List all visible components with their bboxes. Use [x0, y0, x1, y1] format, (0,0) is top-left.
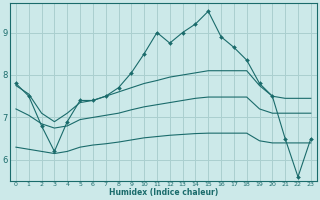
X-axis label: Humidex (Indice chaleur): Humidex (Indice chaleur): [109, 188, 218, 197]
